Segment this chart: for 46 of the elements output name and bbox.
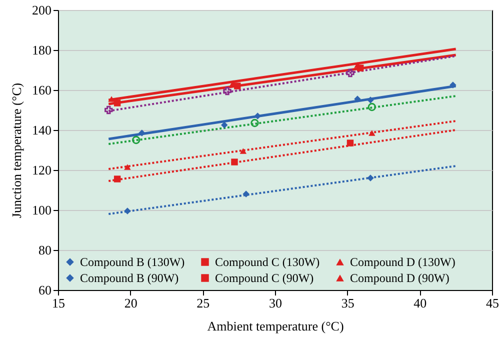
x-tick-label: 45 (486, 296, 499, 310)
point (138, 130, 146, 136)
legend-label: Compound D (130W) (350, 255, 456, 269)
point (450, 82, 456, 88)
point (367, 174, 374, 182)
point (242, 190, 250, 198)
point (223, 86, 232, 96)
y-tick-label: 160 (32, 82, 52, 98)
y-tick-label: 100 (32, 202, 52, 218)
point (346, 140, 354, 146)
x-tick-label: 30 (269, 296, 282, 310)
point (124, 208, 131, 214)
point (368, 130, 376, 136)
point (221, 122, 228, 128)
point (132, 136, 140, 144)
point (124, 164, 131, 170)
x-tick-label: 25 (196, 296, 210, 310)
point (250, 118, 259, 128)
point (254, 112, 261, 120)
point (367, 96, 374, 104)
point (114, 176, 121, 182)
y-tick-label: 200 (32, 2, 52, 18)
y-tick-label: 80 (38, 242, 52, 258)
point (240, 148, 247, 154)
point (346, 68, 354, 78)
point (231, 158, 238, 166)
legend-label: Compound C (90W) (215, 271, 314, 285)
point (104, 106, 113, 114)
y-axis-title: Junction temperature (°C) (9, 82, 24, 218)
y-tick-label: 180 (32, 42, 52, 58)
point (108, 96, 115, 102)
legend-label: Compound B (130W) (80, 255, 185, 269)
legend-label: Compound B (90W) (80, 271, 179, 285)
y-tick-label: 140 (32, 122, 52, 138)
x-axis-title: Ambient temperature (°C) (207, 318, 344, 334)
y-tick-label: 120 (32, 162, 52, 178)
point (368, 102, 376, 112)
x-tick-label: 20 (124, 296, 138, 310)
x-tick-label: 35 (341, 296, 354, 310)
y-tick-label: 60 (38, 282, 52, 298)
point (114, 100, 121, 106)
legend-label: Compound D (90W) (350, 271, 450, 285)
x-tick-label: 40 (414, 296, 427, 310)
legend-label: Compound C (130W) (215, 255, 320, 269)
point (354, 96, 361, 102)
x-tick-label: 15 (52, 296, 65, 310)
